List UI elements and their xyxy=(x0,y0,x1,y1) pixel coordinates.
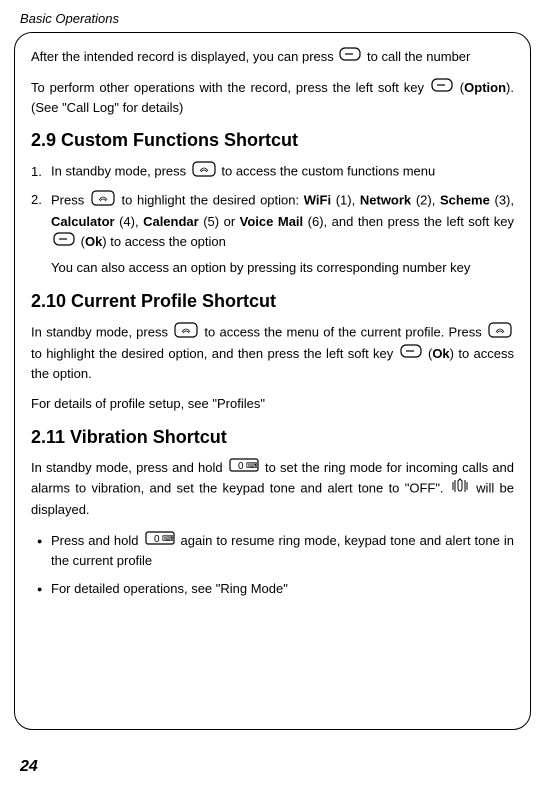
softkey-icon xyxy=(400,344,422,364)
content-box: After the intended record is displayed, … xyxy=(14,32,531,730)
vibrate-icon xyxy=(451,478,469,500)
text: Press xyxy=(51,192,89,207)
text: Press and hold xyxy=(51,533,143,548)
paragraph-profiles-ref: For details of profile setup, see "Profi… xyxy=(31,394,514,414)
wifi-label: WiFi xyxy=(304,192,331,207)
text: to highlight the desired option, and the… xyxy=(31,346,398,361)
paragraph-call-record: After the intended record is displayed, … xyxy=(31,47,514,68)
paragraph-option: To perform other operations with the rec… xyxy=(31,78,514,119)
sub-paragraph-number-key: You can also access an option by pressin… xyxy=(51,258,514,278)
text: ) to access the option xyxy=(102,234,226,249)
svg-text:⌨: ⌨ xyxy=(162,534,174,543)
text: ( xyxy=(77,234,85,249)
voicemail-label: Voice Mail xyxy=(240,214,304,229)
heading-custom-functions: 2.9 Custom Functions Shortcut xyxy=(31,130,514,151)
heading-current-profile: 2.10 Current Profile Shortcut xyxy=(31,291,514,312)
nav-key-icon xyxy=(174,322,198,344)
page-number: 24 xyxy=(20,758,38,776)
text: (6), and then press the left soft key xyxy=(303,214,514,229)
calculator-label: Calculator xyxy=(51,214,115,229)
text: to highlight the desired option: xyxy=(117,192,304,207)
svg-text:⌨: ⌨ xyxy=(246,461,258,470)
zero-key-icon: 0⌨ xyxy=(229,458,259,478)
nav-key-icon xyxy=(91,190,115,212)
text: (3), xyxy=(490,192,514,207)
nav-key-icon xyxy=(488,322,512,344)
text: to call the number xyxy=(363,49,470,64)
text: To perform other operations with the rec… xyxy=(31,80,429,95)
text: (1), xyxy=(331,192,360,207)
text: After the intended record is displayed, … xyxy=(31,49,337,64)
paragraph-profile: In standby mode, press to access the men… xyxy=(31,322,514,385)
text: In standby mode, press xyxy=(51,164,190,179)
zero-key-icon: 0⌨ xyxy=(145,531,175,551)
nav-key-icon xyxy=(192,161,216,183)
option-label: Option xyxy=(464,80,506,95)
network-label: Network xyxy=(360,192,411,207)
paragraph-vibration: In standby mode, press and hold 0⌨ to se… xyxy=(31,458,514,521)
list-number: 2. xyxy=(31,190,51,210)
text: In standby mode, press xyxy=(31,324,172,339)
bullet-ringmode: For detailed operations, see "Ring Mode" xyxy=(51,579,514,599)
page-header: Basic Operations xyxy=(0,0,545,26)
ok-label: Ok xyxy=(85,234,102,249)
list-number: 1. xyxy=(31,162,51,182)
text: (4), xyxy=(115,214,144,229)
softkey-icon xyxy=(431,78,453,98)
calendar-label: Calendar xyxy=(143,214,199,229)
text: ( xyxy=(455,80,464,95)
text: ( xyxy=(424,346,433,361)
list-item-2: 2.Press to highlight the desired option:… xyxy=(51,190,514,253)
ok-label: Ok xyxy=(432,346,449,361)
scheme-label: Scheme xyxy=(440,192,490,207)
text: to access the menu of the current profil… xyxy=(200,324,486,339)
svg-text:0: 0 xyxy=(154,534,160,545)
softkey-icon xyxy=(339,47,361,67)
text: (5) or xyxy=(199,214,240,229)
text: In standby mode, press and hold xyxy=(31,460,227,475)
svg-text:0: 0 xyxy=(238,461,244,472)
bullet-resume: Press and hold 0⌨ again to resume ring m… xyxy=(51,531,514,572)
text: to access the custom functions menu xyxy=(218,164,436,179)
text: (2), xyxy=(411,192,440,207)
list-item-1: 1.In standby mode, press to access the c… xyxy=(51,161,514,183)
heading-vibration: 2.11 Vibration Shortcut xyxy=(31,427,514,448)
softkey-icon xyxy=(53,232,75,252)
